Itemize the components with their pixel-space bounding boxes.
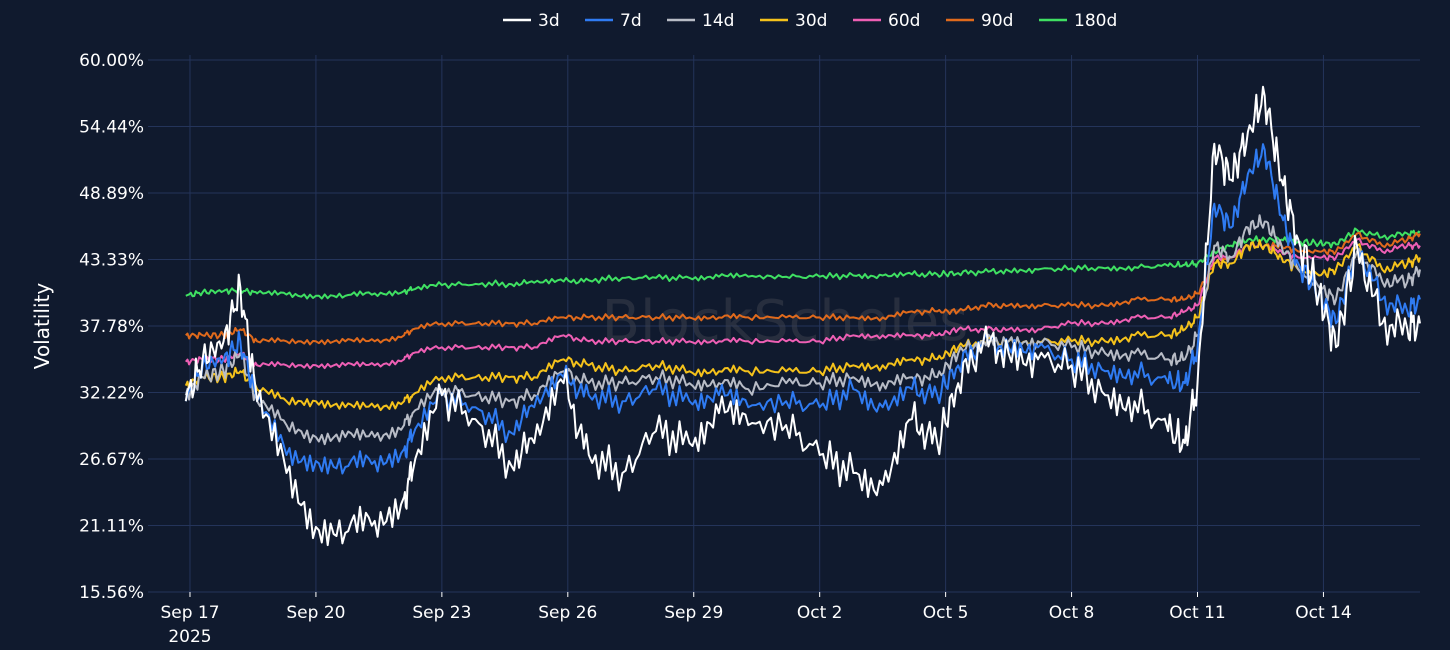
x-tick-label: Sep 23	[412, 603, 471, 623]
x-tick-label: Oct 8	[1049, 603, 1095, 623]
watermark: BlockScholes	[602, 289, 969, 354]
legend-label-30d: 30d	[795, 11, 827, 31]
y-tick-label: 48.89%	[79, 184, 144, 204]
y-axis-ticks: 60.00% 54.44% 48.89% 43.33% 37.78% 32.22% 26.6…	[79, 51, 144, 603]
y-tick-label: 32.22%	[79, 384, 144, 404]
x-tick-label: Sep 20	[286, 603, 345, 623]
series-line-3d	[184, 85, 1421, 547]
grid-lines	[148, 55, 1420, 593]
legend-label-90d: 90d	[981, 11, 1013, 31]
legend-label-7d: 7d	[620, 11, 642, 31]
y-tick-label: 21.11%	[79, 517, 144, 537]
x-axis-ticks: Sep 17 2025 Sep 20 Sep 23 Sep 26 Sep 29 Oct 2 O…	[160, 592, 1352, 647]
x-tick-label: Sep 26	[538, 603, 597, 623]
y-tick-label: 15.56%	[79, 583, 144, 603]
y-axis-label: Volatility	[30, 283, 54, 370]
y-tick-label: 43.33%	[79, 251, 144, 271]
legend-label-180d: 180d	[1074, 11, 1117, 31]
x-tick-label: Sep 29	[664, 603, 723, 623]
x-tick-label: Oct 14	[1295, 603, 1351, 623]
series-line-7d	[184, 143, 1421, 475]
series-line-14d	[184, 214, 1421, 446]
series-line-180d	[185, 227, 1421, 300]
y-tick-label: 54.44%	[79, 118, 144, 138]
legend: 3d 7d 14d 30d 60d 90d 180d	[503, 11, 1117, 31]
y-tick-label: 60.00%	[79, 51, 144, 71]
y-tick-label: 37.78%	[79, 317, 144, 337]
x-tick-sublabel: 2025	[168, 627, 211, 647]
x-tick-label: Oct 2	[797, 603, 843, 623]
x-tick-label: Oct 5	[923, 603, 969, 623]
y-tick-label: 26.67%	[79, 450, 144, 470]
x-tick-label: Sep 17	[160, 603, 219, 623]
series-layer	[184, 85, 1421, 547]
legend-label-14d: 14d	[702, 11, 734, 31]
x-tick-label: Oct 11	[1169, 603, 1225, 623]
legend-label-3d: 3d	[538, 11, 560, 31]
series-line-30d	[184, 239, 1421, 412]
legend-label-60d: 60d	[888, 11, 920, 31]
